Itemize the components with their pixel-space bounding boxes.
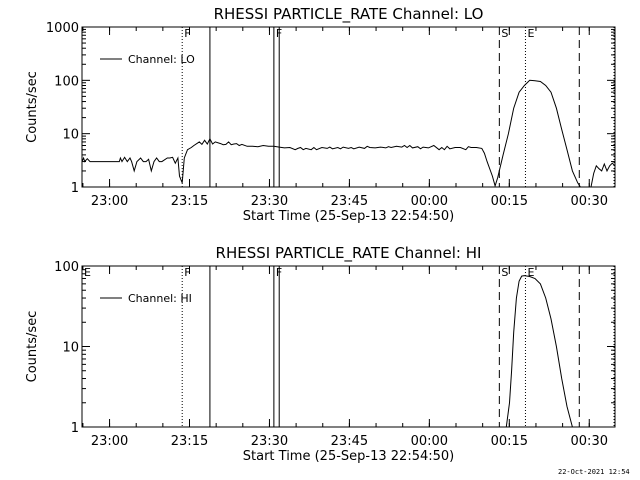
x-tick-label: 23:15: [171, 434, 208, 449]
y-axis-label: Counts/sec: [25, 71, 40, 143]
legend-label: Channel: LO: [128, 53, 195, 66]
x-axis-label: Start Time (25-Sep-13 22:54:50): [243, 209, 454, 224]
plot-frame: [81, 26, 616, 188]
x-tick-label: 00:00: [411, 434, 448, 449]
x-axis-label: Start Time (25-Sep-13 22:54:50): [243, 449, 454, 464]
y-tick-label: 10: [62, 128, 79, 143]
series-line: [82, 79, 581, 187]
flag-label: S: [501, 266, 508, 279]
y-tick-label: 10: [62, 341, 79, 356]
plot-frame: [81, 265, 616, 428]
y-axis-label: Counts/sec: [25, 311, 40, 383]
series-line: [505, 275, 573, 427]
flag-label: S: [501, 27, 508, 40]
x-tick-label: 00:30: [571, 194, 608, 209]
y-tick-label: 100: [54, 260, 79, 275]
x-tick-label: 23:45: [331, 194, 368, 209]
footer-timestamp: 22-Oct-2021 12:54: [558, 468, 630, 476]
y-tick-label: 1: [71, 181, 79, 196]
series-line: [590, 162, 615, 187]
x-tick-label: 00:30: [571, 434, 608, 449]
y-tick-label: 100: [54, 74, 79, 89]
x-tick-label: 23:30: [251, 434, 288, 449]
flag-label: E: [527, 266, 534, 279]
x-tick-label: 23:45: [331, 434, 368, 449]
flag-label: F: [184, 27, 190, 40]
x-tick-label: 23:00: [91, 434, 128, 449]
chart-title: RHESSI PARTICLE_RATE Channel: LO: [214, 5, 484, 24]
x-tick-label: 23:00: [91, 194, 128, 209]
y-tick-label: 1: [71, 421, 79, 436]
x-tick-label: 23:30: [251, 194, 288, 209]
chart-title: RHESSI PARTICLE_RATE Channel: HI: [216, 244, 482, 263]
chart-panel-1: RHESSI PARTICLE_RATE Channel: LO 1 10 100 10…: [25, 5, 616, 224]
x-tick-label: 00:00: [411, 194, 448, 209]
flag-label: F: [184, 266, 190, 279]
x-tick-label: 00:15: [491, 434, 528, 449]
legend-label: Channel: HI: [128, 292, 192, 305]
x-tick-label: 23:15: [171, 194, 208, 209]
x-tick-label: 00:15: [491, 194, 528, 209]
chart-panel-2: RHESSI PARTICLE_RATE Channel: HI 1 10 100 23…: [25, 244, 616, 464]
y-tick-label: 1000: [46, 21, 79, 36]
flag-label: E: [84, 266, 91, 279]
flag-label: E: [527, 27, 534, 40]
